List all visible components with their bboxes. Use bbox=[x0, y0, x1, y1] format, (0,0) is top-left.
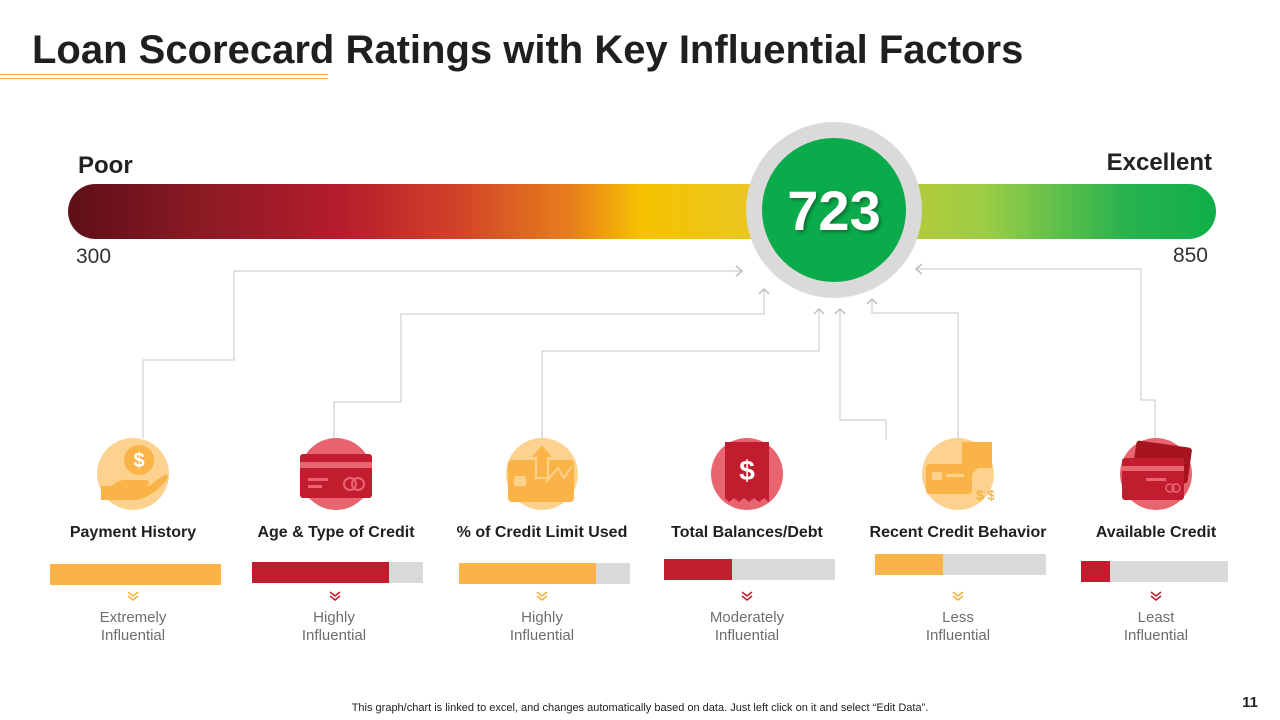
influence-bar-fill bbox=[875, 554, 944, 575]
influence-word: Influential bbox=[301, 627, 367, 644]
influence-text-credit-limit-used: Highly Influential bbox=[462, 609, 622, 645]
influence-bar-recent-credit-behavior bbox=[875, 554, 1046, 575]
credit-score-value: 723 bbox=[787, 178, 881, 242]
influence-bar-payment-history bbox=[50, 564, 221, 585]
dollar-receipt-icon: $ bbox=[711, 438, 783, 510]
influence-bar-fill bbox=[664, 559, 733, 580]
gauge-max-value: 850 bbox=[1172, 244, 1208, 267]
influence-bar-fill bbox=[50, 564, 221, 585]
influence-bar-credit-limit-used bbox=[459, 563, 630, 584]
influence-word: Influential bbox=[100, 627, 166, 644]
chevron-down-icon bbox=[1150, 591, 1162, 601]
score-badge: 723 bbox=[746, 122, 922, 298]
influence-bar-total-balances-debt bbox=[664, 559, 835, 580]
title-underline bbox=[0, 74, 328, 79]
card-payment-icon: $ $ bbox=[922, 438, 994, 510]
factor-label: Recent Credit Behavior bbox=[869, 524, 1047, 541]
factor-label: % of Credit Limit Used bbox=[456, 524, 628, 541]
page-number: 11 bbox=[1242, 694, 1258, 711]
factor-label: Total Balances/Debt bbox=[671, 524, 823, 541]
credit-limit-card-icon bbox=[506, 438, 578, 510]
influence-bar-age-type-credit bbox=[252, 562, 423, 583]
credit-card-icon bbox=[300, 438, 372, 510]
page-title: Loan Scorecard Ratings with Key Influent… bbox=[32, 28, 1024, 72]
influence-word: Influential bbox=[925, 627, 991, 644]
chevron-down-icon bbox=[329, 591, 341, 601]
influence-level: Less bbox=[942, 609, 974, 626]
influence-level: Least bbox=[1137, 609, 1175, 626]
influence-text-recent-credit-behavior: Less Influential bbox=[878, 609, 1038, 645]
influence-text-payment-history: Extremely Influential bbox=[53, 609, 213, 645]
influence-text-age-type-credit: Highly Influential bbox=[254, 609, 414, 645]
gauge-min-label: Poor bbox=[78, 152, 133, 179]
factor-label: Available Credit bbox=[1095, 524, 1217, 541]
factor-label: Payment History bbox=[69, 524, 197, 541]
footnote: This graph/chart is linked to excel, and… bbox=[351, 702, 929, 714]
chevron-down-icon bbox=[536, 591, 548, 601]
influence-bar-fill bbox=[252, 562, 389, 583]
svg-text:$: $ bbox=[739, 455, 755, 486]
influence-level: Highly bbox=[313, 609, 355, 626]
influence-level: Extremely bbox=[99, 609, 167, 626]
chevron-down-icon bbox=[127, 591, 139, 601]
svg-text:$: $ bbox=[133, 450, 144, 472]
factor-label: Age & Type of Credit bbox=[257, 524, 415, 541]
influence-word: Influential bbox=[714, 627, 780, 644]
influence-bar-fill bbox=[459, 563, 596, 584]
svg-text:$ $: $ $ bbox=[976, 487, 994, 503]
chevron-down-icon bbox=[741, 591, 753, 601]
chevron-down-icon bbox=[952, 591, 964, 601]
dollar-coin-hand-icon: $ bbox=[97, 438, 169, 510]
influence-bar-available-credit bbox=[1081, 561, 1228, 582]
score-gradient-bar bbox=[68, 184, 1216, 239]
influence-bar-fill bbox=[1081, 561, 1111, 582]
gauge-min-value: 300 bbox=[76, 245, 112, 268]
influence-text-available-credit: Least Influential bbox=[1076, 609, 1236, 645]
influence-word: Influential bbox=[1123, 627, 1189, 644]
influence-level: Moderately bbox=[709, 609, 785, 626]
influence-text-total-balances-debt: Moderately Influential bbox=[667, 609, 827, 645]
gauge-max-label: Excellent bbox=[1106, 149, 1212, 176]
score-inner-circle: 723 bbox=[762, 138, 906, 282]
wallet-cards-icon bbox=[1120, 438, 1192, 510]
influence-level: Highly bbox=[521, 609, 563, 626]
influence-word: Influential bbox=[509, 627, 575, 644]
